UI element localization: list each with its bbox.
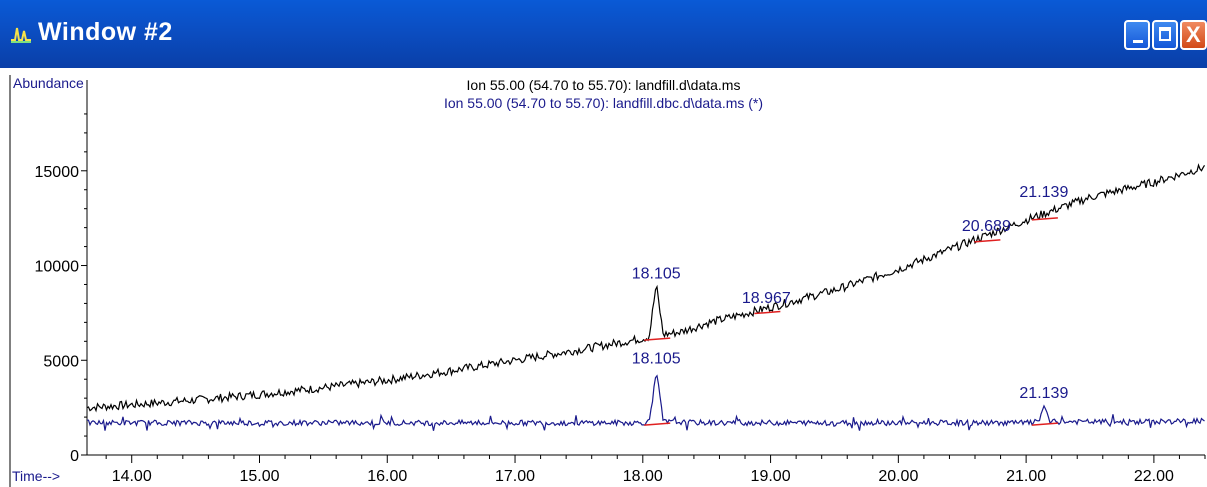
maximize-icon (1159, 27, 1171, 41)
peak-label-upper-baseline (644, 337, 671, 341)
window-title: Window #2 (38, 18, 173, 46)
x-tick-label: 19.00 (751, 468, 791, 485)
chart-subtitle: Ion 55.00 (54.70 to 55.70): landfill.dbc… (443, 95, 764, 111)
x-tick-label: 22.00 (1134, 468, 1174, 485)
axes: 0 5000 10000 15000 14.00 15.00 16.00 17.00 18.00… (9, 75, 1206, 487)
plot-area[interactable]: 0 5000 10000 15000 14.00 15.00 16.00 17.00 18.00… (0, 68, 1207, 487)
minimize-icon (1133, 40, 1143, 43)
x-tick-label: 18.00 (623, 468, 663, 485)
series-line-1 (86, 163, 1206, 413)
close-button[interactable]: X (1180, 20, 1207, 50)
x-tick-label: 15.00 (239, 468, 279, 485)
chromatogram-icon (11, 27, 31, 43)
title-bar[interactable]: Window #2 X (0, 0, 1207, 68)
chart-title: Ion 55.00 (54.70 to 55.70): landfill.d\d… (466, 77, 741, 93)
close-icon: X (1186, 22, 1201, 47)
series-line-2 (87, 374, 1205, 431)
maximize-button[interactable] (1152, 20, 1178, 50)
peak-label-upper-baseline (754, 310, 781, 315)
peak-label-lower-baseline (644, 422, 671, 426)
peak-label-upper: 20.689 (962, 218, 1011, 235)
y-tick-label: 0 (70, 448, 79, 465)
peak-label-upper: 18.105 (632, 265, 681, 282)
peak-label-lower-baseline (1031, 422, 1058, 426)
peak-label-upper-baseline (1031, 217, 1058, 221)
peak-labels: 18.105 18.967 20.689 21.139 18.105 21.139 (632, 184, 1068, 426)
x-tick-label: 14.00 (112, 468, 152, 485)
peak-label-lower: 21.139 (1019, 385, 1068, 402)
y-tick-label: 5000 (43, 353, 79, 370)
peak-label-upper: 21.139 (1019, 184, 1068, 201)
x-tick-label: 21.00 (1006, 468, 1046, 485)
x-tick-label: 20.00 (878, 468, 918, 485)
y-axis-label: Abundance (13, 75, 84, 91)
x-tick-label: 17.00 (495, 468, 535, 485)
minimize-button[interactable] (1124, 20, 1150, 50)
peak-label-lower: 18.105 (632, 351, 681, 368)
y-tick-label: 15000 (35, 164, 80, 181)
x-axis-label: Time--> (12, 468, 61, 484)
chromatogram-chart: 0 5000 10000 15000 14.00 15.00 16.00 17.00 18.00… (9, 75, 1206, 487)
peak-label-upper: 18.967 (742, 290, 791, 307)
peak-label-upper-baseline (974, 239, 1001, 243)
y-tick-label: 10000 (35, 259, 80, 276)
x-tick-label: 16.00 (367, 468, 407, 485)
